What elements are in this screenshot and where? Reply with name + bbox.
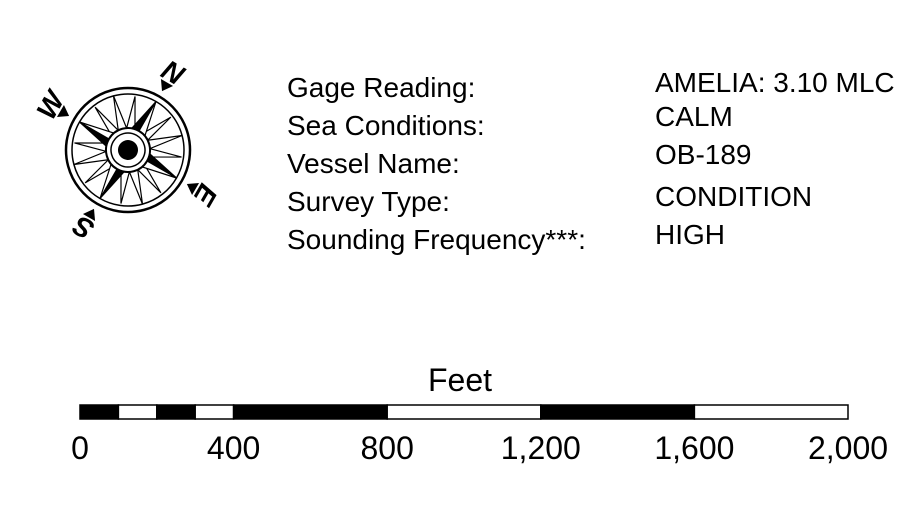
sounding-frequency-value: HIGH (655, 219, 725, 250)
scale-unit-label: Feet (428, 362, 493, 398)
scale-tick-label: 2,000 (807, 430, 889, 466)
survey-info-labels: Gage Reading: Sea Conditions: Vessel Nam… (287, 69, 586, 259)
gage-reading-label: Gage Reading: (287, 72, 476, 103)
north-arrow-compass-rose-icon: N E S W (30, 54, 223, 246)
sounding-frequency-label: Sounding Frequency***: (287, 224, 586, 255)
gage-reading-value: AMELIA: 3.10 MLC (655, 67, 895, 98)
sea-conditions-value: CALM (655, 101, 733, 132)
scale-tick-label: 400 (206, 430, 261, 466)
scale-bar-segment (79, 404, 120, 420)
scale-tick-label: 1,200 (500, 430, 581, 466)
survey-info-values: AMELIA: 3.10 MLC CALM OB-189 CONDITION H… (655, 64, 895, 254)
vessel-name-label: Vessel Name: (287, 148, 460, 179)
survey-type-label: Survey Type: (287, 186, 450, 217)
scale-bar-segment (540, 404, 696, 420)
scale-bar-segment (232, 404, 388, 420)
survey-type-value: CONDITION (655, 181, 813, 212)
scale-bar-segment (156, 404, 196, 420)
scale-tick-label: 800 (360, 430, 414, 466)
scale-tick-label: 1,600 (654, 430, 735, 466)
scale-bar-segment (117, 404, 158, 420)
scale-bar-segment (693, 404, 849, 420)
scale-tick-label: 0 (71, 430, 89, 466)
sea-conditions-label: Sea Conditions: (287, 110, 485, 141)
vessel-name-value: OB-189 (655, 139, 752, 170)
scale-bar-segment (386, 404, 542, 420)
scale-bar-segment (194, 404, 235, 420)
